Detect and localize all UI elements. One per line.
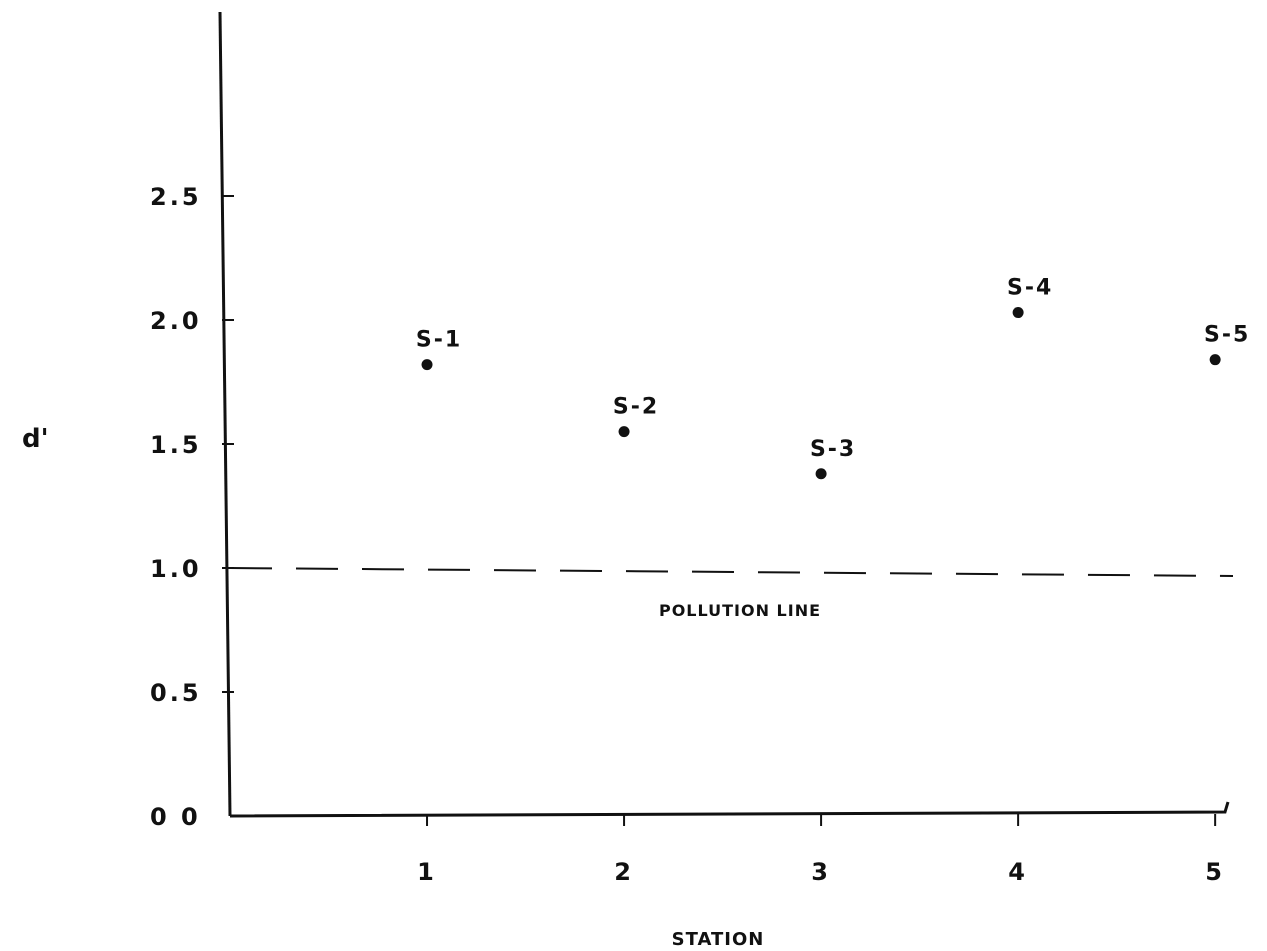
x-tick-label: 3 <box>811 858 831 886</box>
y-axis-line <box>218 11 232 817</box>
data-point-s-1 <box>421 359 433 371</box>
data-point-s-3 <box>815 468 827 480</box>
data-label-s-4: S-4 <box>1007 276 1053 301</box>
y-tick-label: 2.5 <box>150 183 202 211</box>
y-axis: 0 0 0.5 1.0 1.5 2.0 2.5 <box>150 11 234 831</box>
y-tick-label: 1.0 <box>150 555 202 583</box>
data-label-s-3: S-3 <box>810 437 856 462</box>
pollution-line-group: POLLUTION LINE <box>229 567 1234 620</box>
data-label-s-1: S-1 <box>416 328 462 353</box>
x-tick-label: 5 <box>1205 858 1225 886</box>
y-tick-label: 2.0 <box>150 307 202 335</box>
x-axis: 1 2 3 4 5 <box>229 801 1230 886</box>
data-point-s-2 <box>618 426 630 438</box>
x-tick-label: 1 <box>417 858 437 886</box>
pollution-line <box>229 567 1234 577</box>
data-points: S-1 S-2 S-3 S-4 S-5 <box>416 276 1250 480</box>
data-point-s-5 <box>1209 354 1221 366</box>
y-axis-label: d' <box>22 424 49 454</box>
x-axis-line <box>229 801 1230 818</box>
x-tick-label: 2 <box>614 858 634 886</box>
data-point-s-4 <box>1012 307 1024 319</box>
x-tick-label: 4 <box>1008 858 1028 886</box>
pollution-line-label: POLLUTION LINE <box>659 601 821 620</box>
x-axis-label: STATION <box>672 929 765 950</box>
data-label-s-2: S-2 <box>613 395 659 420</box>
y-tick-label: 0 0 <box>150 803 201 831</box>
y-tick-label: 1.5 <box>150 431 202 459</box>
data-label-s-5: S-5 <box>1204 323 1250 348</box>
y-tick-label: 0.5 <box>150 679 202 707</box>
